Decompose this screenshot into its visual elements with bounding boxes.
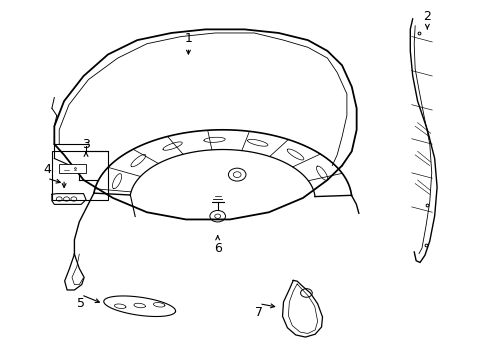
Text: 7: 7 <box>255 306 263 319</box>
Bar <box>52 151 108 200</box>
Text: 3: 3 <box>82 138 90 150</box>
Text: 4: 4 <box>43 163 51 176</box>
Text: 5: 5 <box>77 297 85 310</box>
Text: 1: 1 <box>184 32 192 45</box>
Polygon shape <box>103 296 175 316</box>
Text: 2: 2 <box>423 10 430 23</box>
Polygon shape <box>52 194 86 204</box>
Text: 6: 6 <box>213 242 221 255</box>
Bar <box>59 164 86 173</box>
Polygon shape <box>282 280 322 337</box>
